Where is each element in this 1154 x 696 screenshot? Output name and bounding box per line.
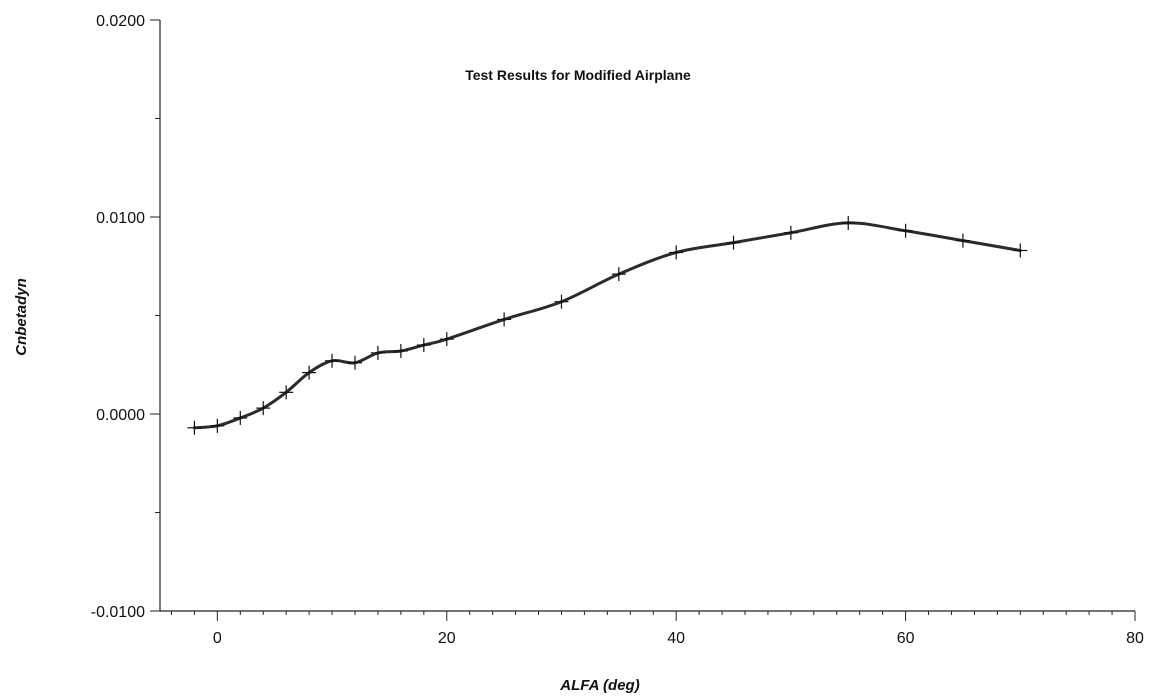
data-point-marker <box>554 294 569 309</box>
chart-title: Test Results for Modified Airplane <box>465 67 691 83</box>
data-point-marker <box>841 215 856 230</box>
marker-layer <box>187 215 1028 435</box>
data-point-marker <box>302 365 317 380</box>
y-tick-label: 0.0100 <box>96 210 145 227</box>
x-tick-label: 80 <box>1126 630 1144 647</box>
data-point-marker <box>187 420 202 435</box>
data-point-marker <box>783 225 798 240</box>
y-tick-label: 0.0000 <box>96 407 145 424</box>
data-point-marker <box>279 385 294 400</box>
data-point-marker <box>348 355 362 370</box>
data-point-marker <box>1013 243 1028 258</box>
y-tick-label: 0.0200 <box>96 13 145 30</box>
data-point-marker <box>370 345 385 360</box>
series-line <box>192 221 1022 430</box>
y-tick-label: -0.0100 <box>91 604 145 621</box>
data-point-marker <box>611 267 626 282</box>
data-point-marker <box>393 343 408 358</box>
tick-marks <box>150 19 1136 621</box>
data-point-marker <box>497 312 512 327</box>
data-point-marker <box>256 401 271 416</box>
data-point-marker <box>669 245 684 260</box>
axes <box>159 20 1135 612</box>
data-point-marker <box>233 410 248 425</box>
data-point-marker <box>210 418 225 433</box>
x-tick-label: 0 <box>213 630 222 647</box>
data-point-marker <box>898 223 913 238</box>
x-tick-label: 40 <box>667 630 685 647</box>
x-tick-label: 20 <box>438 630 456 647</box>
y-axis-title: Cnbetadyn <box>13 278 30 356</box>
tick-labels: -0.0100 0.0000 0.0100 0.0200 0 20 40 60 80 <box>91 13 1144 647</box>
data-point-marker <box>416 338 431 353</box>
x-tick-label: 60 <box>897 630 915 647</box>
data-point-marker <box>726 235 741 250</box>
data-point-marker <box>439 332 454 347</box>
series-layer <box>192 221 1022 430</box>
x-axis-title: ALFA (deg) <box>559 677 639 694</box>
data-point-marker <box>325 353 340 368</box>
data-point-marker <box>955 233 970 248</box>
